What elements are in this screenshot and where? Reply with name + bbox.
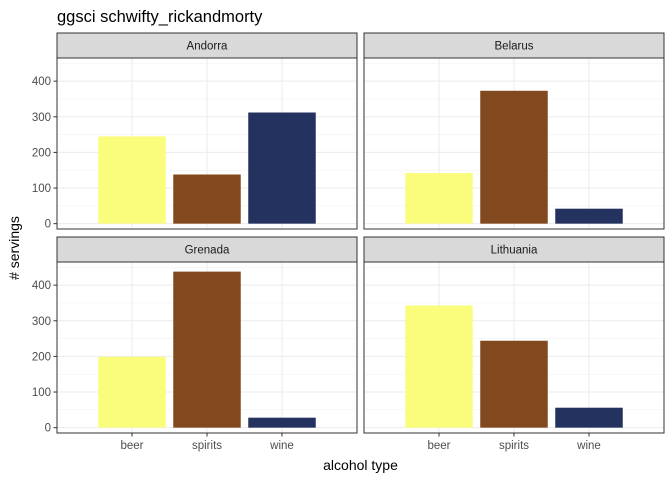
y-tick-label: 0: [45, 219, 51, 231]
facet-strip: [363, 236, 665, 263]
y-tick-label: 300: [32, 316, 51, 328]
facet-strip: [56, 236, 358, 263]
x-tick-label: beer: [120, 440, 143, 452]
facet-strip: [56, 32, 358, 59]
bar-grenada-wine: [248, 417, 316, 428]
x-tick-label: wine: [269, 440, 294, 452]
facet-panels: Andorra 0 100 200 300 400 Belarus Grenada 0 100 20…: [32, 32, 665, 452]
y-tick-label: 0: [45, 423, 51, 435]
x-tick-label: spirits: [192, 440, 222, 452]
y-tick-label: 100: [32, 183, 51, 195]
facet-strip-label: Belarus: [495, 41, 534, 53]
y-tick-label: 400: [32, 76, 51, 88]
x-axis-title: alcohol type: [323, 457, 398, 473]
bar-lithuania-beer: [405, 305, 473, 428]
y-tick-label: 100: [32, 387, 51, 399]
x-tick-label: beer: [427, 440, 450, 452]
facet-strip-label: Grenada: [185, 245, 230, 257]
bar-andorra-beer: [98, 136, 166, 224]
facet-strip-label: Lithuania: [491, 245, 538, 257]
bar-andorra-wine: [248, 112, 316, 224]
bar-belarus-beer: [405, 173, 473, 224]
chart-title: ggsci schwifty_rickandmorty: [57, 8, 263, 26]
bar-grenada-spirits: [173, 271, 241, 428]
y-tick-label: 200: [32, 147, 51, 159]
facet-strip: [363, 32, 665, 59]
y-tick-label: 300: [32, 112, 51, 124]
bar-belarus-wine: [555, 208, 623, 224]
bar-andorra-spirits: [173, 174, 241, 224]
facet-andorra: Andorra 0 100 200 300 400: [32, 32, 358, 231]
bar-lithuania-spirits: [480, 340, 548, 428]
x-tick-label: wine: [576, 440, 601, 452]
facet-belarus: Belarus: [363, 32, 665, 230]
y-tick-label: 200: [32, 351, 51, 363]
bar-grenada-beer: [98, 356, 166, 428]
bar-lithuania-wine: [555, 407, 623, 428]
facet-lithuania: Lithuania beer spirits wine: [363, 236, 665, 452]
facet-strip-label: Andorra: [187, 41, 229, 53]
x-tick-label: spirits: [499, 440, 529, 452]
bar-belarus-spirits: [480, 90, 548, 224]
facet-grenada: Grenada 0 100 200 300 400 beer spirits wine: [32, 236, 358, 452]
y-tick-label: 400: [32, 280, 51, 292]
y-axis-title: # servings: [6, 216, 22, 280]
